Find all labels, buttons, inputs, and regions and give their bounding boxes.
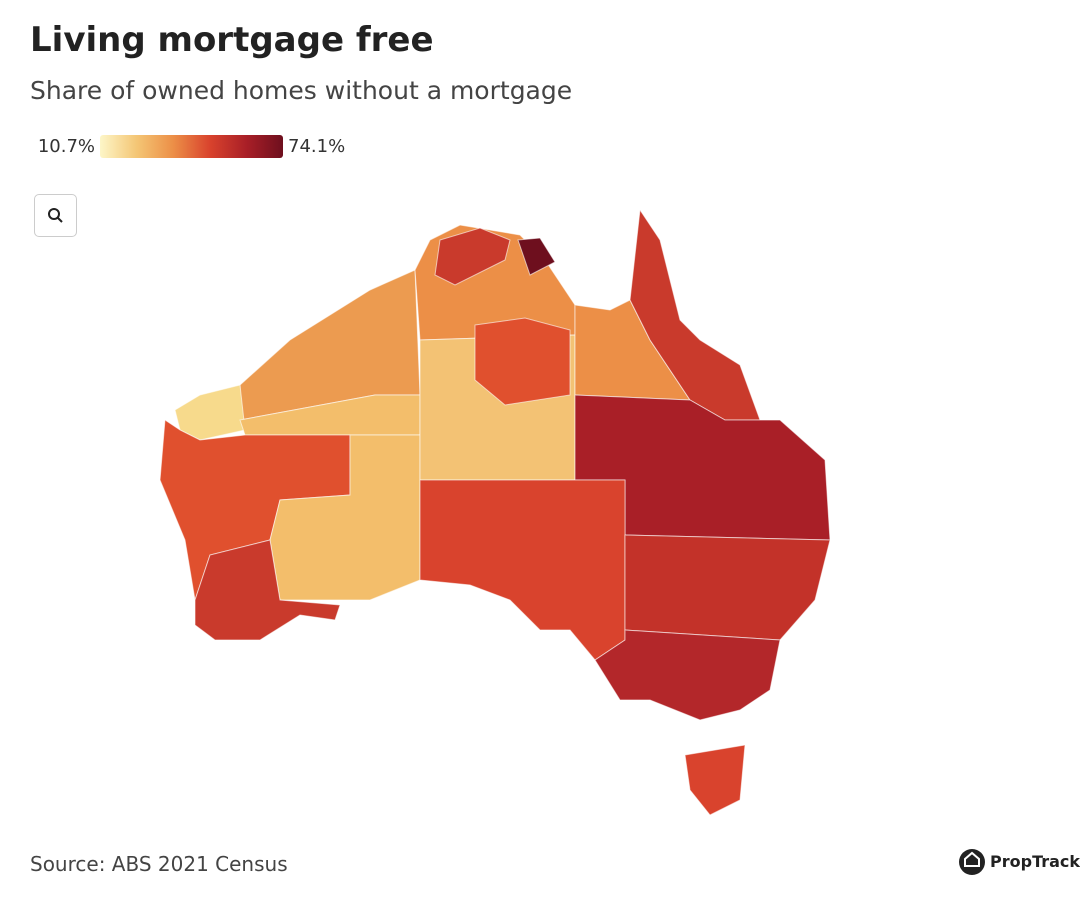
subtitle: Share of owned homes without a mortgage bbox=[30, 76, 573, 105]
source: Source: ABS 2021 Census bbox=[30, 852, 288, 876]
legend-max-label: 74.1% bbox=[288, 136, 346, 157]
zoom-button[interactable] bbox=[34, 194, 77, 237]
title: Living mortgage free bbox=[30, 20, 434, 60]
region bbox=[517, 237, 556, 276]
australia bbox=[159, 208, 831, 816]
region bbox=[594, 629, 781, 721]
region bbox=[194, 539, 341, 641]
brand: PropTrack bbox=[990, 852, 1080, 871]
brand-logo bbox=[959, 849, 985, 875]
zoom-icon bbox=[48, 208, 63, 223]
region bbox=[434, 227, 511, 286]
region bbox=[174, 384, 246, 441]
region bbox=[419, 479, 626, 661]
region bbox=[624, 534, 831, 641]
region bbox=[474, 317, 571, 406]
region bbox=[684, 744, 746, 816]
legend-bar bbox=[100, 135, 283, 158]
region bbox=[629, 208, 761, 421]
brand-icon bbox=[964, 851, 980, 867]
legend-min-label: 10.7% bbox=[37, 136, 95, 157]
